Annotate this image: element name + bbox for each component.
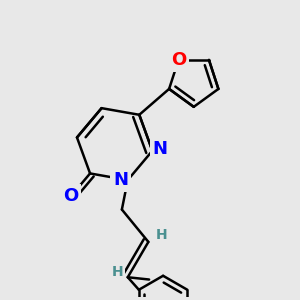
Text: H: H xyxy=(156,228,167,242)
Text: O: O xyxy=(171,51,186,69)
Text: O: O xyxy=(64,187,79,205)
Text: N: N xyxy=(152,140,167,158)
Text: H: H xyxy=(112,265,123,279)
Text: N: N xyxy=(113,171,128,189)
